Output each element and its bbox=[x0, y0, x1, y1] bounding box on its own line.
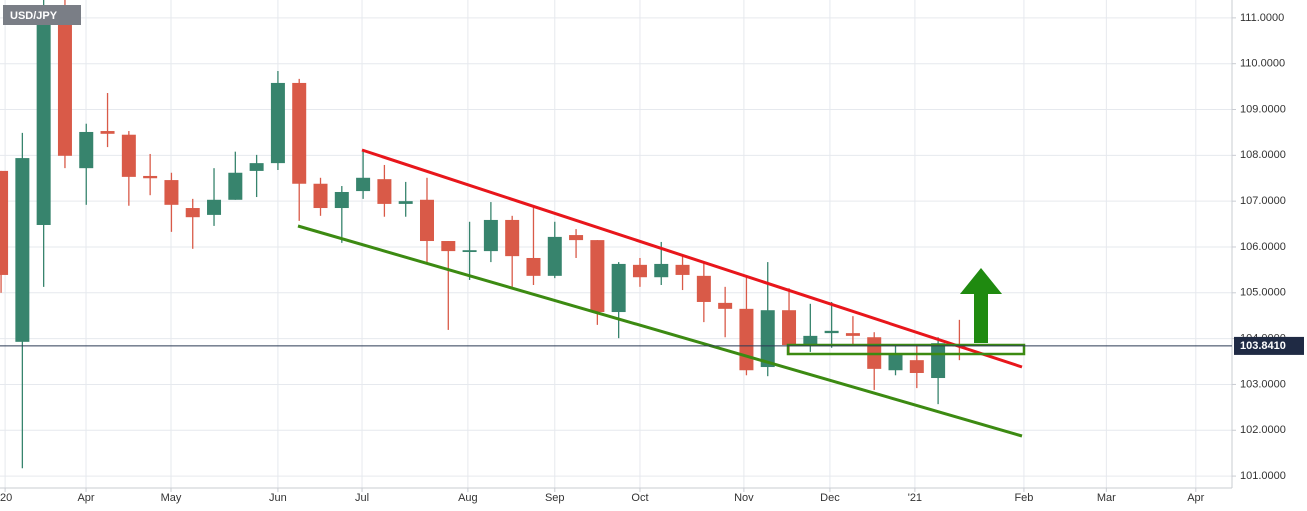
support-line bbox=[297, 224, 1023, 438]
candles bbox=[0, 0, 967, 469]
candle-body bbox=[398, 201, 413, 204]
candle-body bbox=[377, 179, 392, 204]
y-tick-label: 102.0000 bbox=[1240, 424, 1286, 436]
candle-body bbox=[313, 183, 328, 209]
candle-body bbox=[270, 82, 285, 164]
axes: 101.0000102.0000103.0000104.0000105.0000… bbox=[0, 12, 1304, 504]
candle-body bbox=[0, 170, 9, 275]
candle-body bbox=[334, 191, 349, 209]
candle-body bbox=[718, 302, 733, 309]
y-tick-label: 106.0000 bbox=[1240, 241, 1286, 253]
candle-body bbox=[356, 177, 371, 192]
annotations bbox=[297, 148, 1026, 438]
candle-body bbox=[931, 343, 946, 379]
candle-body bbox=[569, 235, 584, 241]
candle-body bbox=[632, 264, 647, 278]
candle-body bbox=[164, 180, 179, 205]
candle-body bbox=[760, 310, 775, 368]
candle-body bbox=[36, 21, 51, 225]
x-tick-label: '20 bbox=[0, 492, 12, 504]
candle-body bbox=[57, 21, 72, 156]
chart-title: USD/JPY bbox=[10, 10, 58, 22]
candle-body bbox=[15, 158, 30, 342]
candle-body bbox=[441, 241, 456, 252]
consolidation-box bbox=[786, 343, 1026, 356]
x-tick-label: Oct bbox=[631, 492, 648, 504]
x-tick-label: Jul bbox=[355, 492, 369, 504]
y-tick-label: 110.0000 bbox=[1240, 58, 1285, 70]
x-tick-label: Feb bbox=[1014, 492, 1033, 504]
last-price-label: 103.8410 bbox=[1240, 340, 1286, 352]
up-arrow bbox=[960, 268, 1002, 343]
candle-body bbox=[292, 82, 307, 184]
candle-body bbox=[696, 275, 711, 302]
candle-body bbox=[79, 131, 94, 169]
candle-body bbox=[611, 263, 626, 313]
candle-body bbox=[803, 335, 818, 346]
candle-body bbox=[526, 257, 541, 276]
candle-body bbox=[185, 208, 200, 218]
last-price-box bbox=[1234, 336, 1304, 355]
candle-body bbox=[419, 199, 434, 242]
candle-body bbox=[590, 240, 605, 313]
x-tick-label: Mar bbox=[1097, 492, 1116, 504]
y-tick-label: 108.0000 bbox=[1240, 149, 1286, 161]
x-tick-label: Jun bbox=[269, 492, 287, 504]
y-tick-label: 103.0000 bbox=[1240, 378, 1286, 390]
candle-body bbox=[462, 250, 477, 253]
y-tick-label: 107.0000 bbox=[1240, 195, 1286, 207]
x-tick-label: Nov bbox=[734, 492, 754, 504]
y-tick-label: 105.0000 bbox=[1240, 287, 1286, 299]
x-tick-label: May bbox=[161, 492, 182, 504]
candle-body bbox=[207, 199, 222, 215]
x-tick-label: Aug bbox=[458, 492, 478, 504]
candle-body bbox=[505, 219, 520, 257]
candle-body bbox=[100, 131, 115, 134]
x-tick-label: Apr bbox=[1187, 492, 1204, 504]
y-tick-label: 109.0000 bbox=[1240, 103, 1286, 115]
candle-body bbox=[782, 310, 797, 346]
candle-body bbox=[143, 175, 158, 179]
candle-body bbox=[654, 263, 669, 278]
x-tick-label: Dec bbox=[820, 492, 840, 504]
candle-body bbox=[888, 354, 903, 371]
candle-body bbox=[909, 360, 924, 373]
candle-body bbox=[249, 163, 264, 171]
candle-body bbox=[675, 264, 690, 275]
x-tick-label: Sep bbox=[545, 492, 565, 504]
candle-body bbox=[483, 219, 498, 252]
candle-body bbox=[845, 333, 860, 336]
candle-body bbox=[121, 134, 136, 177]
title-box bbox=[3, 5, 81, 25]
candle-body bbox=[547, 236, 562, 276]
candle-body bbox=[228, 172, 243, 200]
y-tick-label: 101.0000 bbox=[1240, 470, 1286, 482]
resistance-line bbox=[361, 148, 1023, 369]
x-tick-label: '21 bbox=[908, 492, 922, 504]
y-tick-label: 111.0000 bbox=[1240, 12, 1284, 24]
candle-body bbox=[739, 308, 754, 371]
candle-body bbox=[824, 330, 839, 334]
x-tick-label: Apr bbox=[77, 492, 94, 504]
